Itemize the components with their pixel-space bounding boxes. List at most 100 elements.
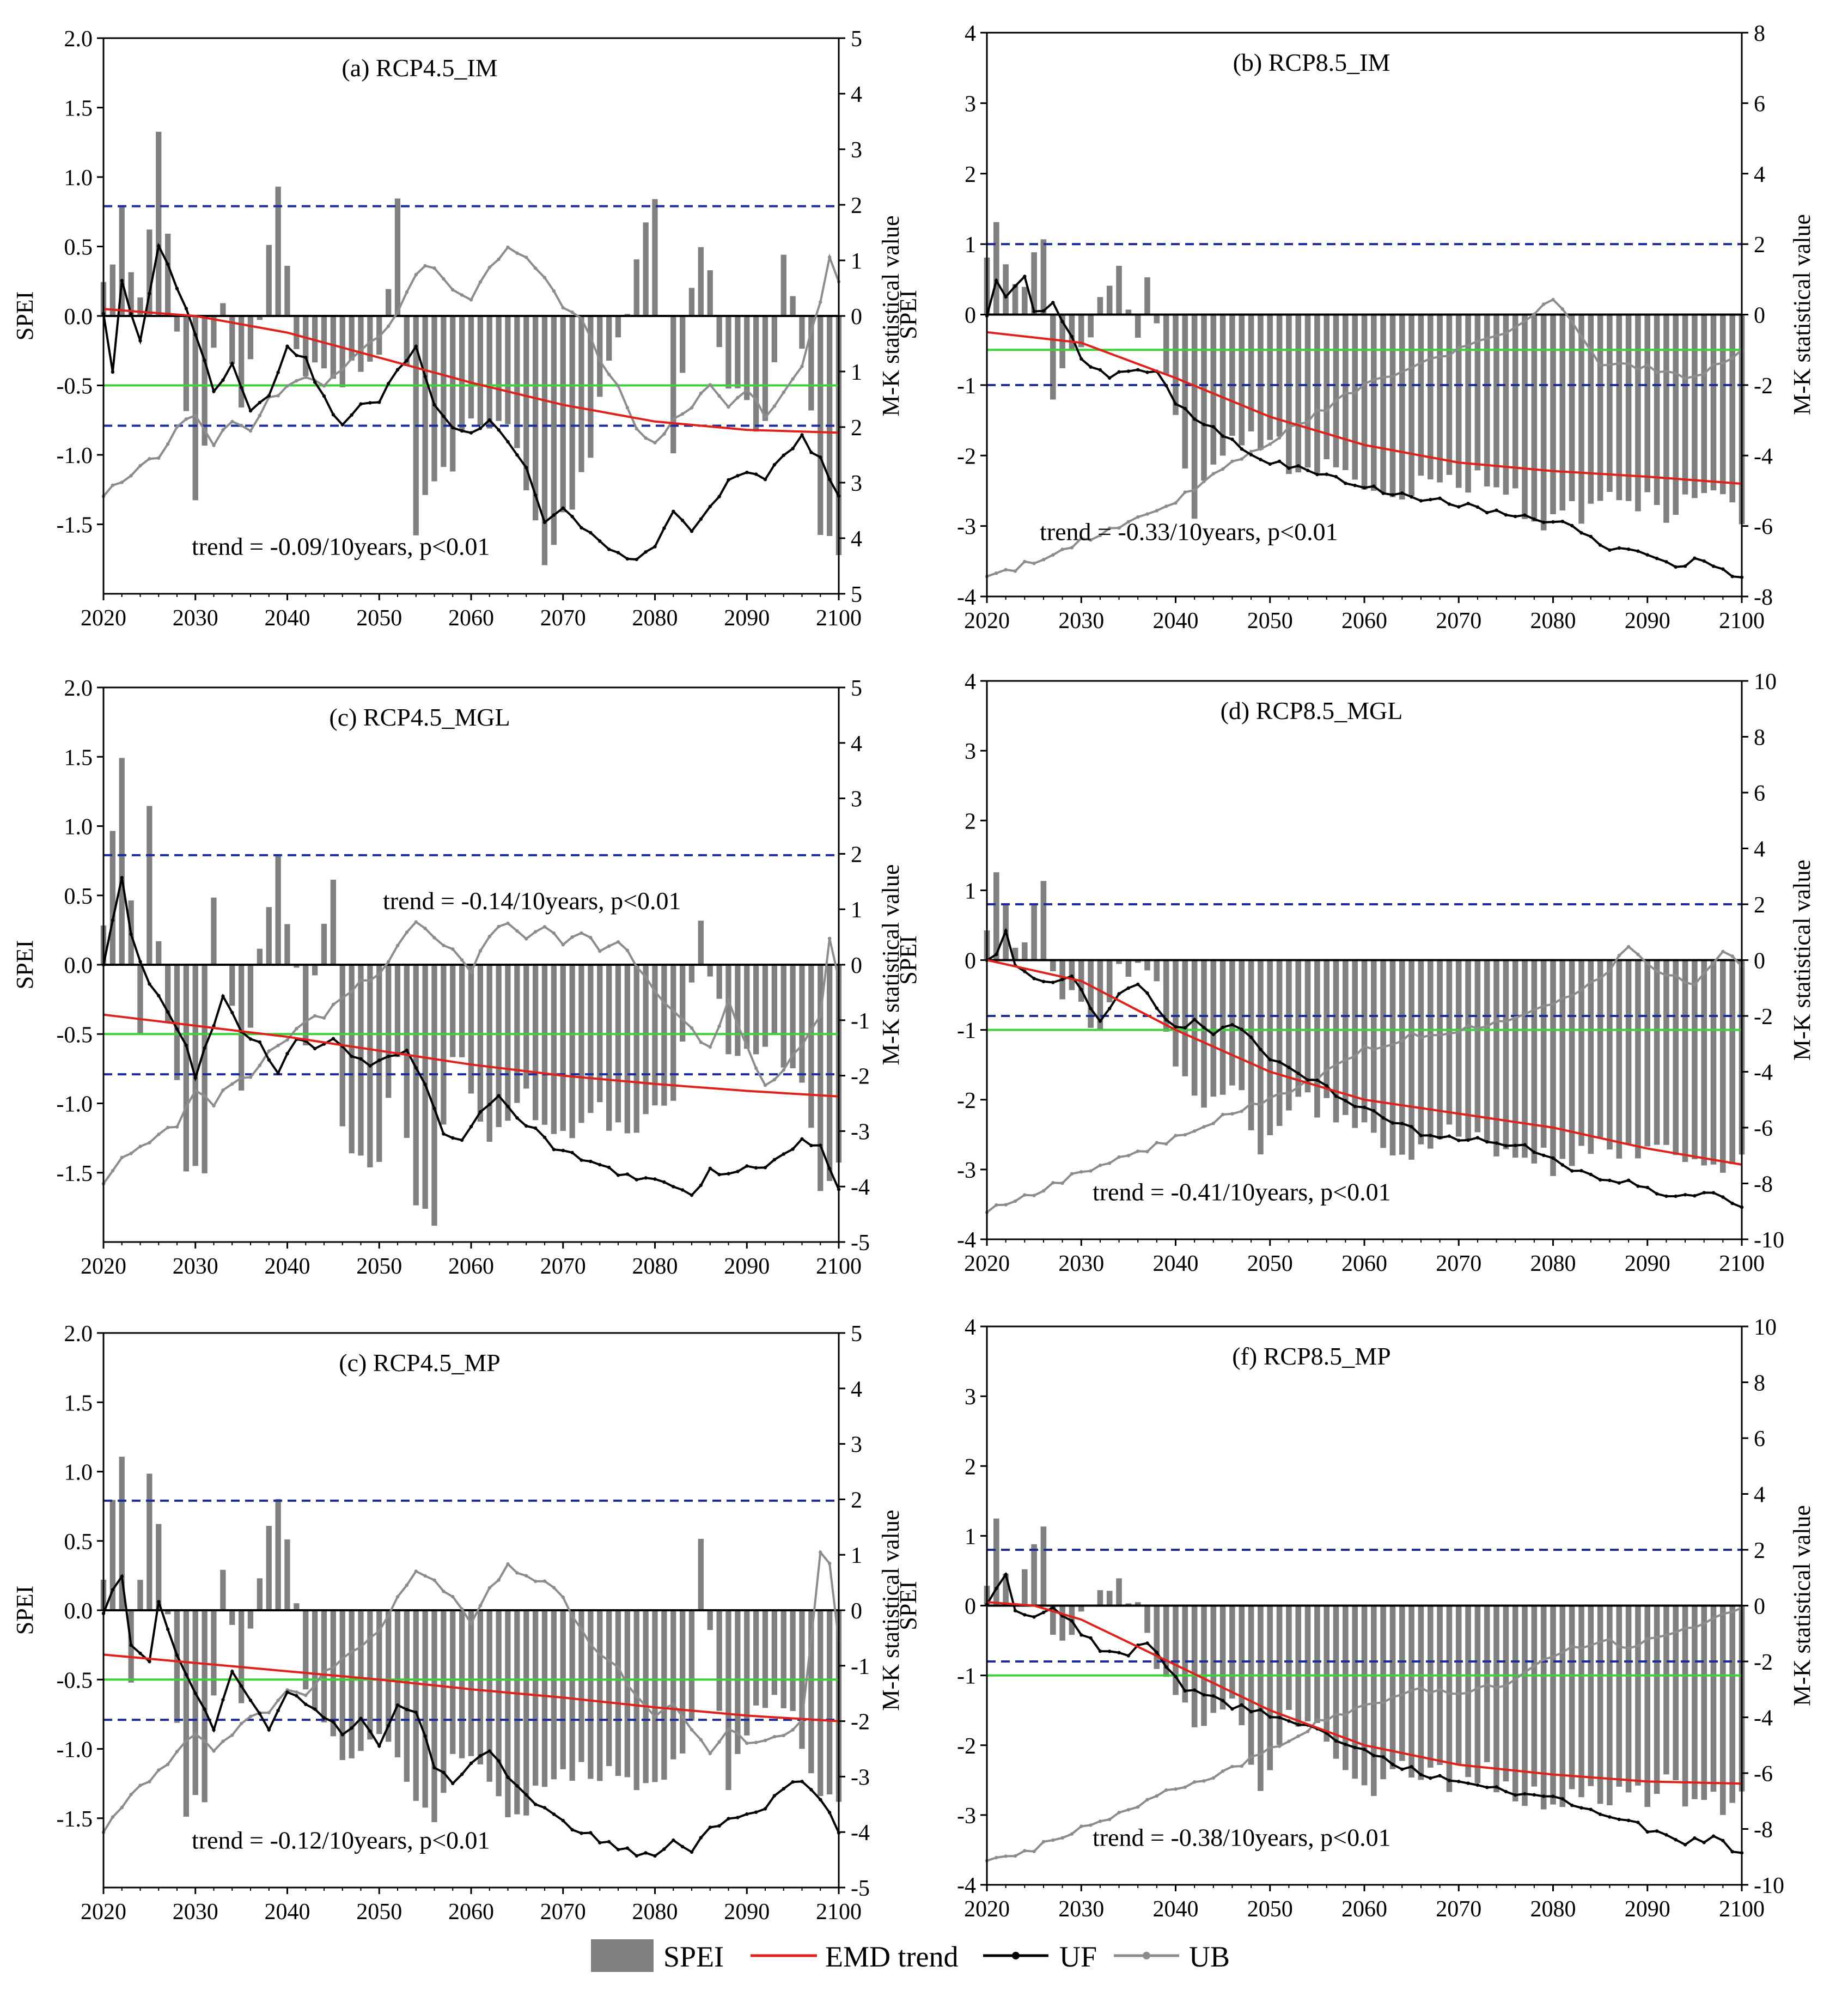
spei-bar bbox=[441, 965, 447, 1125]
spei-bar bbox=[1616, 314, 1623, 501]
spei-bar bbox=[229, 316, 235, 364]
uf-marker bbox=[1079, 1633, 1083, 1637]
uf-marker bbox=[1211, 1694, 1215, 1698]
spei-bar bbox=[680, 1610, 686, 1754]
uf-marker bbox=[212, 1728, 216, 1732]
uf-marker bbox=[1164, 383, 1168, 388]
ub-marker bbox=[1051, 1181, 1055, 1185]
uf-marker bbox=[690, 529, 694, 533]
spei-bar bbox=[211, 897, 217, 965]
ub-marker bbox=[1315, 1718, 1319, 1722]
ub-marker bbox=[1381, 1701, 1385, 1704]
spei-bar bbox=[321, 1610, 327, 1722]
ub-marker bbox=[1287, 1091, 1291, 1095]
uf-marker bbox=[1296, 1722, 1300, 1727]
ub-marker bbox=[524, 937, 528, 941]
uf-marker bbox=[442, 415, 446, 418]
y2-tick-label: 4 bbox=[1754, 837, 1765, 862]
y-tick-label: 0 bbox=[965, 303, 976, 328]
spei-bar bbox=[744, 1610, 750, 1736]
uf-marker bbox=[1645, 1830, 1649, 1834]
ub-marker bbox=[1523, 319, 1527, 323]
ub-marker bbox=[451, 947, 455, 951]
uf-marker bbox=[1051, 301, 1055, 305]
ub-marker bbox=[331, 374, 336, 378]
ub-marker bbox=[1429, 357, 1432, 361]
uf-marker bbox=[487, 418, 491, 422]
uf-marker bbox=[1098, 1649, 1102, 1653]
ub-marker bbox=[616, 940, 620, 944]
spei-bar bbox=[284, 265, 290, 316]
ub-marker bbox=[1608, 1637, 1612, 1641]
spei-bar bbox=[762, 965, 769, 1047]
uf-marker bbox=[763, 478, 767, 482]
uf-marker bbox=[1032, 977, 1036, 981]
uf-marker bbox=[1410, 495, 1413, 499]
spei-bar bbox=[1380, 960, 1386, 1148]
y-tick-label: 1 bbox=[965, 1524, 976, 1549]
uf-marker bbox=[1126, 986, 1131, 990]
spei-bar bbox=[1324, 314, 1329, 459]
ub-marker bbox=[1240, 457, 1243, 461]
ub-marker bbox=[819, 1550, 822, 1554]
ub-marker bbox=[1372, 378, 1376, 382]
spei-bar bbox=[119, 206, 125, 316]
uf-marker bbox=[1447, 1134, 1451, 1138]
uf-marker bbox=[1023, 275, 1027, 278]
ub-marker bbox=[1579, 988, 1583, 992]
panel-d: 2020 2030 2040 2050 2060 2070 2080 2090 21004321… bbox=[895, 669, 1815, 1276]
uf-marker bbox=[148, 1659, 151, 1664]
spei-bar bbox=[1729, 1605, 1735, 1803]
uf-marker bbox=[1655, 1829, 1659, 1833]
y-tick-label: -3 bbox=[957, 515, 976, 540]
uf-marker bbox=[827, 1167, 832, 1171]
ub-marker bbox=[157, 1133, 161, 1136]
ub-marker bbox=[212, 1104, 216, 1108]
uf-marker bbox=[497, 1759, 501, 1763]
ub-marker bbox=[1362, 1703, 1367, 1707]
spei-bar bbox=[533, 316, 539, 521]
spei-bar bbox=[394, 965, 401, 1057]
uf-marker bbox=[736, 1816, 740, 1819]
uf-marker bbox=[1041, 1610, 1046, 1615]
ub-marker bbox=[561, 943, 565, 947]
uf-marker bbox=[1532, 1793, 1536, 1797]
uf-marker bbox=[533, 1126, 538, 1130]
spei-bar bbox=[716, 1610, 722, 1711]
spei-bar bbox=[1635, 1605, 1641, 1786]
x-tick-label: 2020 bbox=[964, 1251, 1010, 1276]
x-tick-label: 2080 bbox=[632, 1900, 678, 1925]
ub-marker bbox=[1145, 512, 1149, 516]
x-tick-label: 2060 bbox=[1341, 1251, 1387, 1276]
ub-marker bbox=[1098, 533, 1102, 538]
spei-bar bbox=[1276, 314, 1283, 437]
uf-marker bbox=[1164, 1665, 1168, 1669]
ub-marker bbox=[175, 1750, 179, 1754]
ub-marker bbox=[506, 245, 510, 249]
spei-bar bbox=[790, 296, 796, 316]
spei-bar bbox=[211, 1610, 217, 1696]
uf-marker bbox=[432, 403, 436, 407]
uf-marker bbox=[699, 517, 703, 521]
uf-marker bbox=[1626, 1818, 1631, 1822]
y2-tick-label: 5 bbox=[851, 676, 862, 701]
uf-marker bbox=[1004, 929, 1008, 933]
uf-marker bbox=[1438, 496, 1442, 500]
spei-bar bbox=[1531, 960, 1538, 1164]
uf-marker bbox=[469, 1761, 473, 1765]
spei-bar bbox=[477, 965, 483, 1122]
uf-marker bbox=[690, 1193, 694, 1197]
uf-marker bbox=[248, 1037, 253, 1041]
ub-marker bbox=[533, 1579, 538, 1584]
ub-marker bbox=[717, 394, 721, 398]
spei-bar bbox=[523, 316, 529, 491]
uf-marker bbox=[1193, 1018, 1197, 1021]
uf-marker bbox=[772, 1794, 777, 1798]
ub-marker bbox=[809, 1637, 813, 1641]
x-tick-label: 2100 bbox=[816, 1254, 862, 1279]
spei-bar bbox=[294, 316, 300, 349]
spei-bar bbox=[1588, 314, 1594, 504]
ub-marker bbox=[699, 1040, 703, 1044]
uf-marker bbox=[1287, 1066, 1291, 1069]
ub-marker bbox=[138, 464, 142, 468]
